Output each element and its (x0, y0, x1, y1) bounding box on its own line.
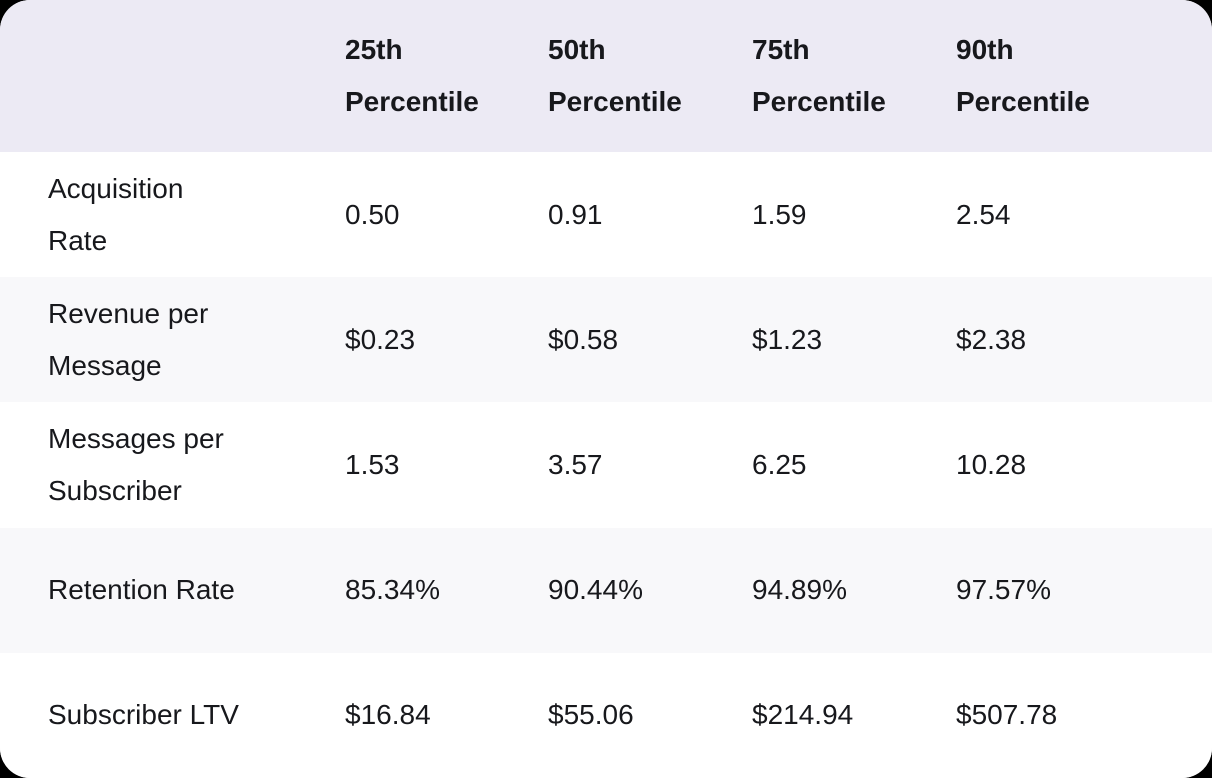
cell-value: $214.94 (752, 699, 854, 731)
cell-value: 1.53 (345, 448, 400, 480)
row-label: Acquisition Rate (48, 172, 184, 256)
table-row-acquisition-rate: Acquisition Rate 0.50 0.91 1.59 2.54 (0, 152, 1212, 278)
row-label: Retention Rate (48, 574, 235, 606)
column-header-90th-percentile: 90th Percentile (956, 34, 1090, 117)
table-row-retention-rate: Retention Rate 85.34% 90.44% 94.89% 97.5… (0, 527, 1212, 653)
column-header-metric (0, 0, 345, 152)
cell-value: 97.57% (956, 574, 1051, 606)
cell-value: $2.38 (956, 323, 1027, 355)
cell-value: 85.34% (345, 574, 440, 606)
cell-value: 1.59 (752, 198, 807, 230)
cell-value: 0.50 (345, 198, 400, 230)
table-row-revenue-per-message: Revenue per Message $0.23 $0.58 $1.23 $2… (0, 277, 1212, 403)
cell-value: 90.44% (548, 574, 643, 606)
cell-value: 6.25 (752, 448, 807, 480)
table-body: Acquisition Rate 0.50 0.91 1.59 2.54 Rev… (0, 152, 1212, 778)
cell-value: 94.89% (752, 574, 847, 606)
cell-value: $0.23 (345, 323, 416, 355)
table-row-subscriber-ltv: Subscriber LTV $16.84 $55.06 $214.94 $50… (0, 652, 1212, 778)
cell-value: 0.91 (548, 198, 603, 230)
table-header: 25th Percentile 50th Percentile 75th Per… (0, 0, 1212, 152)
row-label: Subscriber LTV (48, 699, 239, 731)
cell-value: 10.28 (956, 448, 1027, 480)
cell-value: $0.58 (548, 323, 619, 355)
row-label: Messages per Subscriber (48, 422, 224, 506)
column-header-50th-percentile: 50th Percentile (548, 34, 682, 117)
column-header-75th-percentile: 75th Percentile (752, 34, 886, 117)
table-row-messages-per-subscriber: Messages per Subscriber 1.53 3.57 6.25 1… (0, 402, 1212, 528)
cell-value: $16.84 (345, 699, 431, 731)
column-header-25th-percentile: 25th Percentile (345, 34, 479, 117)
header-row: 25th Percentile 50th Percentile 75th Per… (0, 0, 1212, 152)
cell-value: $1.23 (752, 323, 823, 355)
cell-value: 3.57 (548, 448, 603, 480)
cell-value: $507.78 (956, 699, 1058, 731)
row-label: Revenue per Message (48, 297, 209, 381)
cell-value: 2.54 (956, 198, 1011, 230)
cell-value: $55.06 (548, 699, 634, 731)
